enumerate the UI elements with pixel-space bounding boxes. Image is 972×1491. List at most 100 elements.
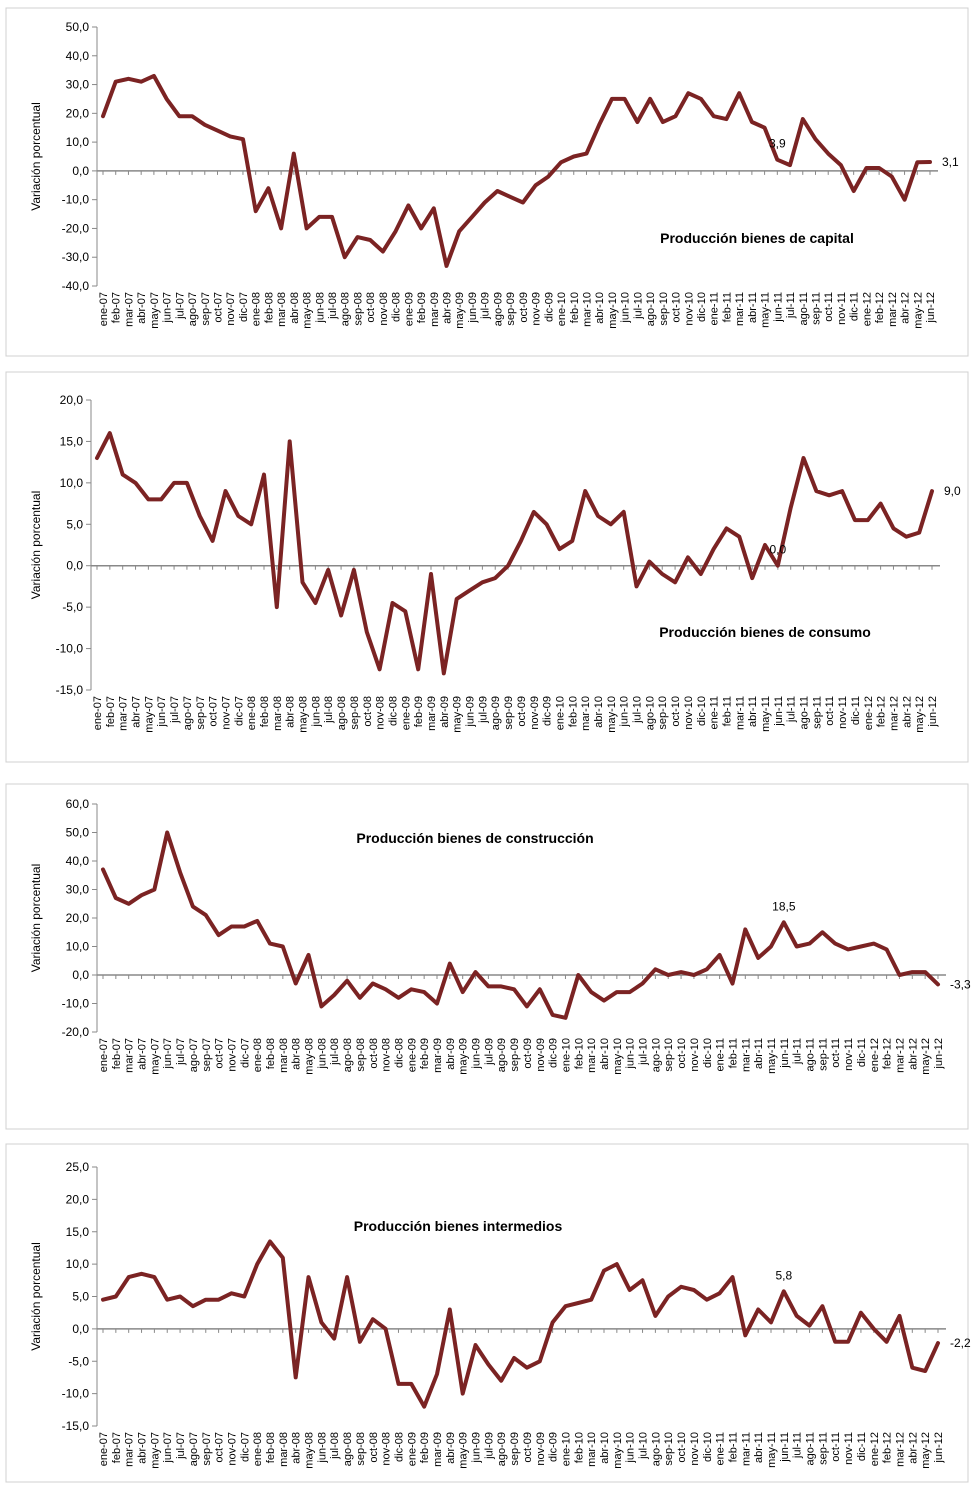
x-tick-label: jun-12 [925,292,937,324]
x-tick-label: jun-10 [625,1038,637,1070]
x-tick-label: sep-11 [811,696,823,729]
x-tick-label: jul-08 [329,1038,341,1066]
y-tick-label: 40,0 [66,49,90,63]
x-tick-label: nov-11 [843,1038,855,1071]
x-tick-label: jul-09 [483,1432,495,1460]
x-tick-label: may-11 [760,696,772,732]
x-tick-label: jul-09 [477,696,489,724]
x-tick-label: abr-09 [445,1038,457,1070]
x-tick-label: oct-10 [671,292,683,323]
y-tick-label: -10,0 [62,997,90,1011]
x-tick-label: may-09 [452,696,464,733]
x-tick-label: dic-09 [548,1038,560,1068]
x-tick-label: jul-08 [327,292,339,320]
x-tick-label: oct-09 [522,1432,534,1463]
x-tick-label: sep-08 [352,292,364,326]
x-tick-label: abr-07 [137,1432,149,1464]
x-tick-label: abr-10 [599,1038,611,1070]
y-tick-label: 0,0 [66,559,83,573]
x-tick-label: oct-09 [522,1038,534,1069]
x-tick-label: jul-09 [483,1038,495,1066]
x-tick-label: feb-12 [874,292,886,323]
x-tick-label: sep-09 [503,696,515,730]
x-tick-label: ene-07 [92,696,104,730]
x-tick-label: sep-10 [663,1432,675,1466]
x-tick-label: abr-12 [907,1432,919,1464]
x-tick-label: oct-09 [516,696,528,727]
x-tick-label: ago-11 [805,1038,817,1071]
x-tick-label: may-11 [760,292,772,328]
x-tick-label: dic-10 [696,292,708,322]
x-tick-label: sep-11 [810,292,822,325]
data-label: -2,2 [950,1336,971,1350]
x-tick-label: jun-08 [310,696,322,728]
x-tick-label: sep-09 [509,1038,521,1072]
x-tick-label: ene-11 [709,292,721,325]
x-tick-label: nov-09 [529,696,541,730]
data-label: 3,9 [769,137,786,151]
x-tick-label: may-09 [454,292,466,329]
x-tick-label: oct-07 [214,1038,226,1069]
x-tick-label: dic-11 [850,696,862,725]
x-tick-label: jun-09 [465,696,477,728]
y-tick-label: 15,0 [66,1225,90,1239]
x-tick-label: mar-12 [887,292,899,327]
x-tick-label: feb-11 [721,292,733,322]
x-tick-label: abr-11 [747,292,759,323]
y-tick-label: 50,0 [66,20,90,34]
x-tick-label: jun-09 [471,1432,483,1464]
x-tick-label: ago-11 [805,1432,817,1465]
x-tick-label: sep-08 [355,1038,367,1072]
y-tick-label: 20,0 [66,1192,90,1206]
x-tick-label: nov-10 [683,696,695,730]
y-tick-label: 15,0 [60,434,84,448]
x-tick-label: dic-09 [548,1432,560,1462]
x-tick-label: abr-08 [289,292,301,324]
x-tick-label: abr-12 [901,696,913,728]
x-tick-label: dic-08 [393,1432,405,1462]
x-tick-label: may-09 [458,1432,470,1469]
y-tick-label: 10,0 [66,135,90,149]
y-tick-label: 30,0 [66,78,90,92]
y-tick-label: 0,0 [72,1322,89,1336]
x-tick-label: oct-10 [670,696,682,727]
x-tick-label: jun-08 [316,1038,328,1070]
y-axis-label: Variación porcentual [29,864,43,973]
x-tick-label: feb-07 [111,292,123,323]
y-tick-label: 10,0 [66,940,90,954]
data-label: 18,5 [772,899,796,913]
x-tick-label: dic-09 [542,696,554,726]
x-tick-label: ene-10 [556,292,568,326]
data-label: -3,3 [950,977,971,991]
y-tick-label: 0,0 [72,968,89,982]
y-tick-label: 25,0 [66,1160,90,1174]
x-tick-label: may-09 [458,1038,470,1075]
x-tick-label: mar-08 [278,1432,290,1467]
x-tick-label: oct-08 [368,1432,380,1463]
x-tick-label: dic-07 [233,696,245,726]
x-tick-label: ago-07 [187,292,199,326]
x-tick-label: mar-09 [429,292,441,327]
x-tick-label: mar-09 [426,696,438,731]
x-tick-label: feb-11 [727,1038,739,1068]
x-tick-label: oct-11 [823,292,835,322]
x-tick-label: may-12 [920,1432,932,1469]
x-tick-label: oct-10 [676,1432,688,1463]
x-tick-label: oct-07 [208,696,220,727]
x-tick-label: mar-10 [586,1038,598,1073]
chart-title: Producción bienes de consumo [659,624,871,640]
x-tick-label: abr-10 [593,696,605,728]
x-tick-label: jul-07 [169,696,181,724]
panel [5,371,969,763]
x-tick-label: feb-11 [721,696,733,726]
x-tick-label: ene-10 [560,1432,572,1466]
x-tick-label: dic-10 [702,1038,714,1068]
x-tick-label: ene-09 [406,1432,418,1466]
data-label: 9,0 [944,484,961,498]
x-tick-label: feb-09 [419,1038,431,1069]
x-tick-label: jun-07 [162,1038,174,1070]
x-tick-label: nov-08 [381,1432,393,1466]
x-tick-label: ago-11 [799,696,811,729]
x-tick-label: feb-07 [105,696,117,727]
x-tick-label: nov-08 [378,292,390,326]
